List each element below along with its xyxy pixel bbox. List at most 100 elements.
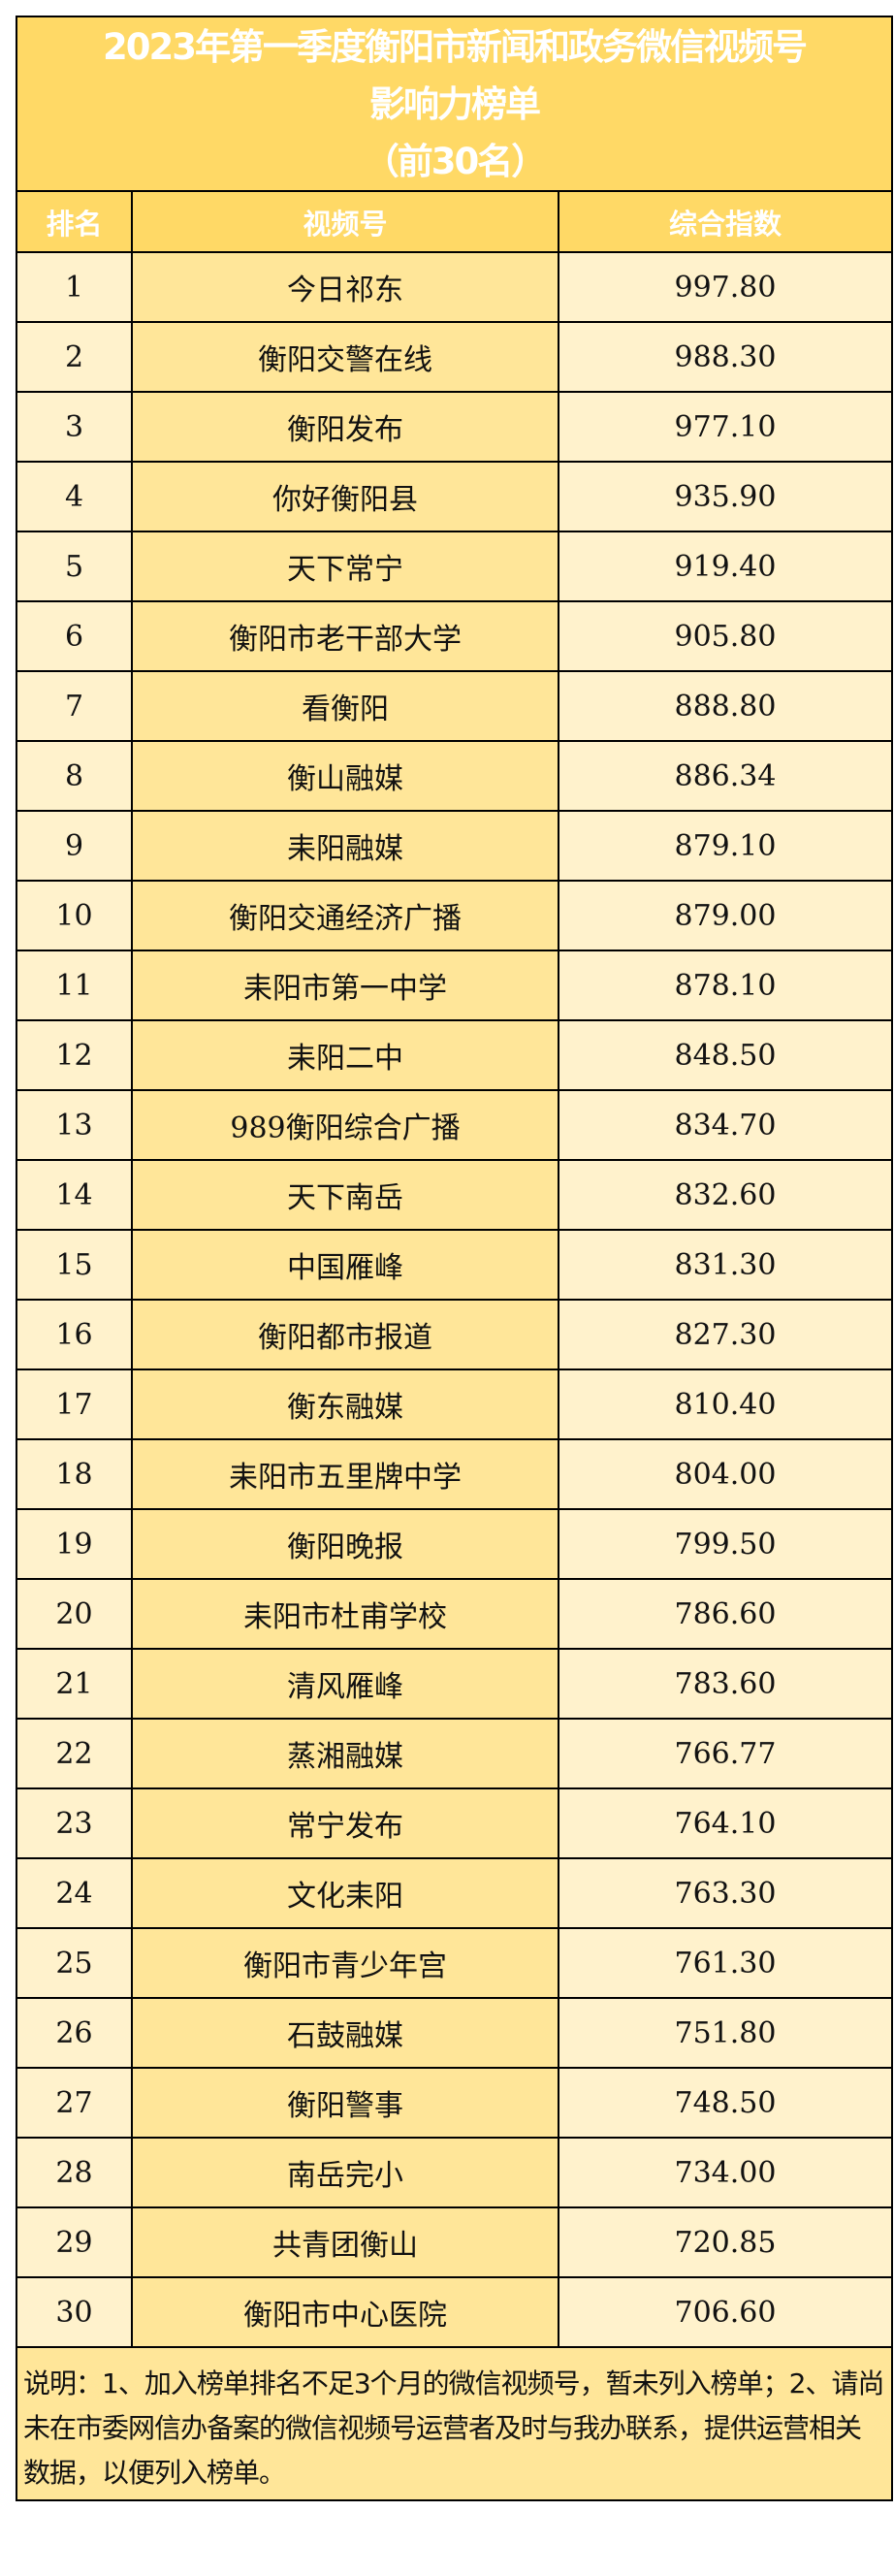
score-cell: 834.70 — [558, 1089, 891, 1161]
rank-cell: 14 — [17, 1159, 133, 1231]
name-cell: 耒阳二中 — [131, 1019, 559, 1091]
name-cell: 今日祁东 — [131, 251, 559, 323]
table-row: 7 看衡阳 888.80 — [17, 670, 891, 742]
rank-cell: 11 — [17, 950, 133, 1021]
score-cell: 919.40 — [558, 531, 891, 602]
table-row: 17 衡东融媒 810.40 — [17, 1368, 891, 1440]
score-cell: 832.60 — [558, 1159, 891, 1231]
name-cell: 衡阳交警在线 — [131, 321, 559, 393]
title-line-3: （前30名） — [363, 140, 547, 182]
table-row: 14 天下南岳 832.60 — [17, 1159, 891, 1231]
table-row: 22 蒸湘融媒 766.77 — [17, 1718, 891, 1789]
table-row: 29 共青团衡山 720.85 — [17, 2206, 891, 2278]
rank-cell: 18 — [17, 1438, 133, 1510]
score-cell: 878.10 — [558, 950, 891, 1021]
rank-cell: 8 — [17, 740, 133, 812]
name-cell: 南岳完小 — [131, 2137, 559, 2208]
table-row: 2 衡阳交警在线 988.30 — [17, 321, 891, 393]
score-cell: 831.30 — [558, 1229, 891, 1301]
score-cell: 763.30 — [558, 1857, 891, 1929]
name-cell: 天下南岳 — [131, 1159, 559, 1231]
table-row: 19 衡阳晚报 799.50 — [17, 1508, 891, 1580]
score-cell: 905.80 — [558, 600, 891, 672]
table-row: 24 文化耒阳 763.30 — [17, 1857, 891, 1929]
name-cell: 你好衡阳县 — [131, 461, 559, 532]
score-cell: 935.90 — [558, 461, 891, 532]
table-row: 6 衡阳市老干部大学 905.80 — [17, 600, 891, 672]
name-cell: 看衡阳 — [131, 670, 559, 742]
rank-cell: 28 — [17, 2137, 133, 2208]
score-cell: 804.00 — [558, 1438, 891, 1510]
score-cell: 786.60 — [558, 1578, 891, 1650]
name-cell: 耒阳市第一中学 — [131, 950, 559, 1021]
score-cell: 734.00 — [558, 2137, 891, 2208]
rank-cell: 29 — [17, 2206, 133, 2278]
rank-cell: 17 — [17, 1368, 133, 1440]
name-cell: 常宁发布 — [131, 1787, 559, 1859]
ranking-table-container: 2023年第一季度衡阳市新闻和政务微信视频号 影响力榜单 （前30名） 排名 视… — [16, 16, 893, 2501]
name-cell: 耒阳市杜甫学校 — [131, 1578, 559, 1650]
score-cell: 977.10 — [558, 391, 891, 463]
table-row: 8 衡山融媒 886.34 — [17, 740, 891, 812]
table-row: 23 常宁发布 764.10 — [17, 1787, 891, 1859]
table-row: 1 今日祁东 997.80 — [17, 251, 891, 323]
score-cell: 706.60 — [558, 2276, 891, 2348]
name-cell: 衡阳市中心医院 — [131, 2276, 559, 2348]
table-row: 30 衡阳市中心医院 706.60 — [17, 2276, 891, 2348]
table-row: 10 衡阳交通经济广播 879.00 — [17, 880, 891, 951]
score-cell: 748.50 — [558, 2067, 891, 2139]
score-cell: 761.30 — [558, 1927, 891, 1999]
rank-cell: 5 — [17, 531, 133, 602]
footnote: 说明：1、加入榜单排名不足3个月的微信视频号，暂未列入榜单；2、请尚未在市委网信… — [17, 2348, 891, 2499]
score-cell: 827.30 — [558, 1299, 891, 1370]
score-cell: 751.80 — [558, 1997, 891, 2069]
table-row: 16 衡阳都市报道 827.30 — [17, 1299, 891, 1370]
table-row: 26 石鼓融媒 751.80 — [17, 1997, 891, 2069]
rank-cell: 2 — [17, 321, 133, 393]
name-cell: 989衡阳综合广播 — [131, 1089, 559, 1161]
rank-cell: 27 — [17, 2067, 133, 2139]
score-cell: 766.77 — [558, 1718, 891, 1789]
rank-cell: 16 — [17, 1299, 133, 1370]
rank-cell: 15 — [17, 1229, 133, 1301]
table-title: 2023年第一季度衡阳市新闻和政务微信视频号 影响力榜单 （前30名） — [17, 17, 891, 192]
score-cell: 886.34 — [558, 740, 891, 812]
table-row: 18 耒阳市五里牌中学 804.00 — [17, 1438, 891, 1510]
name-cell: 衡阳交通经济广播 — [131, 880, 559, 951]
table-row: 5 天下常宁 919.40 — [17, 531, 891, 602]
table-row: 3 衡阳发布 977.10 — [17, 391, 891, 463]
rank-cell: 9 — [17, 810, 133, 882]
rank-cell: 21 — [17, 1648, 133, 1720]
name-cell: 衡阳晚报 — [131, 1508, 559, 1580]
table-row: 27 衡阳警事 748.50 — [17, 2067, 891, 2139]
score-cell: 783.60 — [558, 1648, 891, 1720]
table-row: 15 中国雁峰 831.30 — [17, 1229, 891, 1301]
rank-cell: 26 — [17, 1997, 133, 2069]
score-cell: 764.10 — [558, 1787, 891, 1859]
table-row: 11 耒阳市第一中学 878.10 — [17, 950, 891, 1021]
name-cell: 共青团衡山 — [131, 2206, 559, 2278]
name-cell: 衡阳市老干部大学 — [131, 600, 559, 672]
rank-cell: 25 — [17, 1927, 133, 1999]
score-cell: 720.85 — [558, 2206, 891, 2278]
title-line-2: 影响力榜单 — [369, 82, 541, 125]
title-line-1: 2023年第一季度衡阳市新闻和政务微信视频号 — [103, 25, 808, 68]
rank-cell: 4 — [17, 461, 133, 532]
table-row: 25 衡阳市青少年宫 761.30 — [17, 1927, 891, 1999]
table-row: 12 耒阳二中 848.50 — [17, 1019, 891, 1091]
name-cell: 蒸湘融媒 — [131, 1718, 559, 1789]
score-cell: 810.40 — [558, 1368, 891, 1440]
name-cell: 衡阳都市报道 — [131, 1299, 559, 1370]
rank-cell: 30 — [17, 2276, 133, 2348]
name-cell: 衡东融媒 — [131, 1368, 559, 1440]
table-row: 13 989衡阳综合广播 834.70 — [17, 1089, 891, 1161]
name-cell: 衡阳发布 — [131, 391, 559, 463]
score-cell: 997.80 — [558, 251, 891, 323]
header-row: 排名 视频号 综合指数 — [17, 192, 891, 253]
score-cell: 848.50 — [558, 1019, 891, 1091]
rank-cell: 10 — [17, 880, 133, 951]
score-cell: 879.00 — [558, 880, 891, 951]
table-row: 28 南岳完小 734.00 — [17, 2137, 891, 2208]
name-cell: 衡山融媒 — [131, 740, 559, 812]
name-cell: 清风雁峰 — [131, 1648, 559, 1720]
